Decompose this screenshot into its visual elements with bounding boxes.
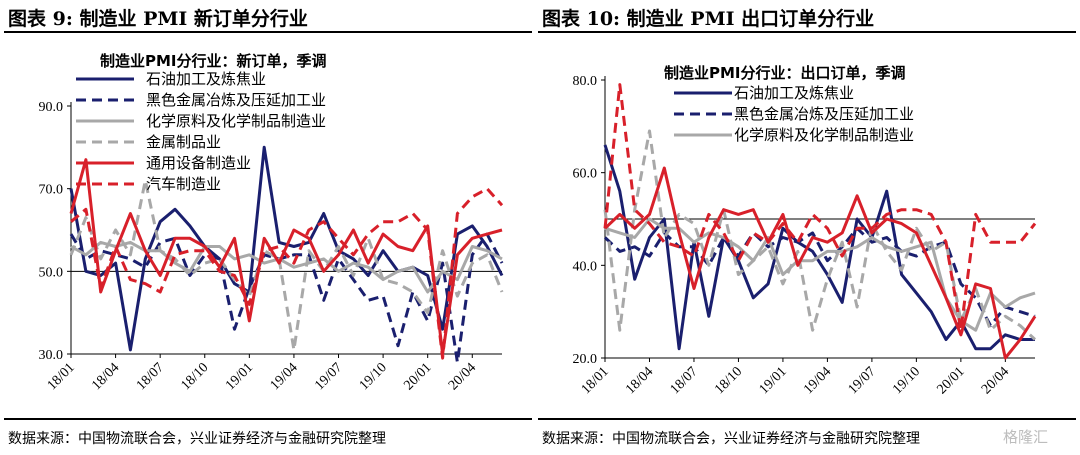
figure-2-top-rule	[538, 31, 1076, 33]
chart-title: 制造业PMI分行业：出口订单，季调	[664, 64, 906, 82]
legend-label-6: 汽车制造业	[146, 175, 221, 193]
x-tick-label: 19/01	[223, 360, 256, 393]
chart-new-orders: 30.0 50.0 70.0 90.0 18/01 18/04 18/07 18/10 19/0…	[39, 52, 504, 393]
chart-export-orders: 20.0 40.0 60.0 80.0 18/01 18/04 18/07 18/10 19/0…	[573, 64, 1037, 397]
figure-2-source: 数据来源：中国物流联合会，兴业证券经济与金融研究院整理	[542, 431, 920, 447]
legend-label-5: 通用设备制造业	[146, 154, 251, 172]
x-tick-label: 19/07	[846, 364, 879, 397]
x-tick-label: 20/04	[979, 364, 1012, 397]
figure-1-top-rule	[4, 31, 532, 33]
figure-1-title: 图表 9: 制造业 PMI 新订单分行业	[8, 8, 308, 30]
legend-label-2: 黑色金属冶炼及压延加工业	[734, 105, 914, 123]
figure-2-title: 图表 10: 制造业 PMI 出口订单分行业	[542, 8, 875, 30]
legend-label-2: 黑色金属冶炼及压延加工业	[146, 91, 326, 109]
x-tick-label: 18/04	[623, 364, 656, 397]
y-tick-label: 60.0	[573, 167, 598, 182]
x-tick-label: 18/01	[45, 360, 78, 393]
x-tick-label: 18/04	[89, 360, 122, 393]
y-tick-label: 90.0	[39, 100, 64, 115]
watermark-logo: 格隆汇	[1003, 428, 1049, 446]
x-tick-label: 18/07	[668, 364, 701, 397]
series-line-4	[69, 178, 504, 352]
x-tick-label: 20/01	[935, 364, 968, 397]
x-tick-label: 18/07	[134, 360, 167, 393]
series-line-3	[70, 240, 503, 294]
x-tick-label: 19/10	[890, 364, 923, 397]
series-line-6	[70, 187, 504, 360]
series-line-2	[69, 232, 504, 364]
x-tick-label: 19/04	[801, 364, 834, 397]
x-tick-label: 18/10	[178, 360, 211, 393]
x-tick-label: 18/10	[712, 364, 745, 397]
legend-label-3: 化学原料及化学制品制造业	[734, 126, 914, 144]
y-tick-label: 70.0	[39, 183, 64, 198]
series-line-6	[603, 83, 1037, 332]
legend-label-4: 金属制品业	[146, 133, 221, 151]
y-tick-label: 30.0	[39, 348, 64, 363]
x-tick-label: 18/01	[579, 364, 612, 397]
chart-title: 制造业PMI分行业：新订单，季调	[100, 52, 327, 70]
y-tick-label: 40.0	[573, 259, 598, 274]
series-line-5	[603, 166, 1037, 360]
y-tick-label: 80.0	[573, 74, 598, 89]
x-tick-label: 20/01	[401, 360, 434, 393]
x-tick-label: 20/04	[446, 360, 479, 393]
figure-1-source: 数据来源：中国物流联合会，兴业证券经济与金融研究院整理	[8, 431, 386, 447]
legend-label-1: 石油加工及炼焦业	[146, 70, 266, 88]
y-tick-label: 50.0	[39, 265, 64, 280]
x-tick-label: 19/01	[757, 364, 790, 397]
x-tick-label: 19/07	[312, 360, 345, 393]
x-tick-label: 19/10	[357, 360, 390, 393]
x-tick-label: 19/04	[268, 360, 301, 393]
series-line-4	[603, 129, 1037, 341]
figure-2-bottom-rule	[538, 418, 1076, 420]
figure-1-bottom-rule	[4, 418, 532, 420]
legend-label-3: 化学原料及化学制品制造业	[146, 112, 326, 130]
y-tick-label: 20.0	[573, 352, 598, 367]
legend-label-1: 石油加工及炼焦业	[734, 84, 854, 102]
